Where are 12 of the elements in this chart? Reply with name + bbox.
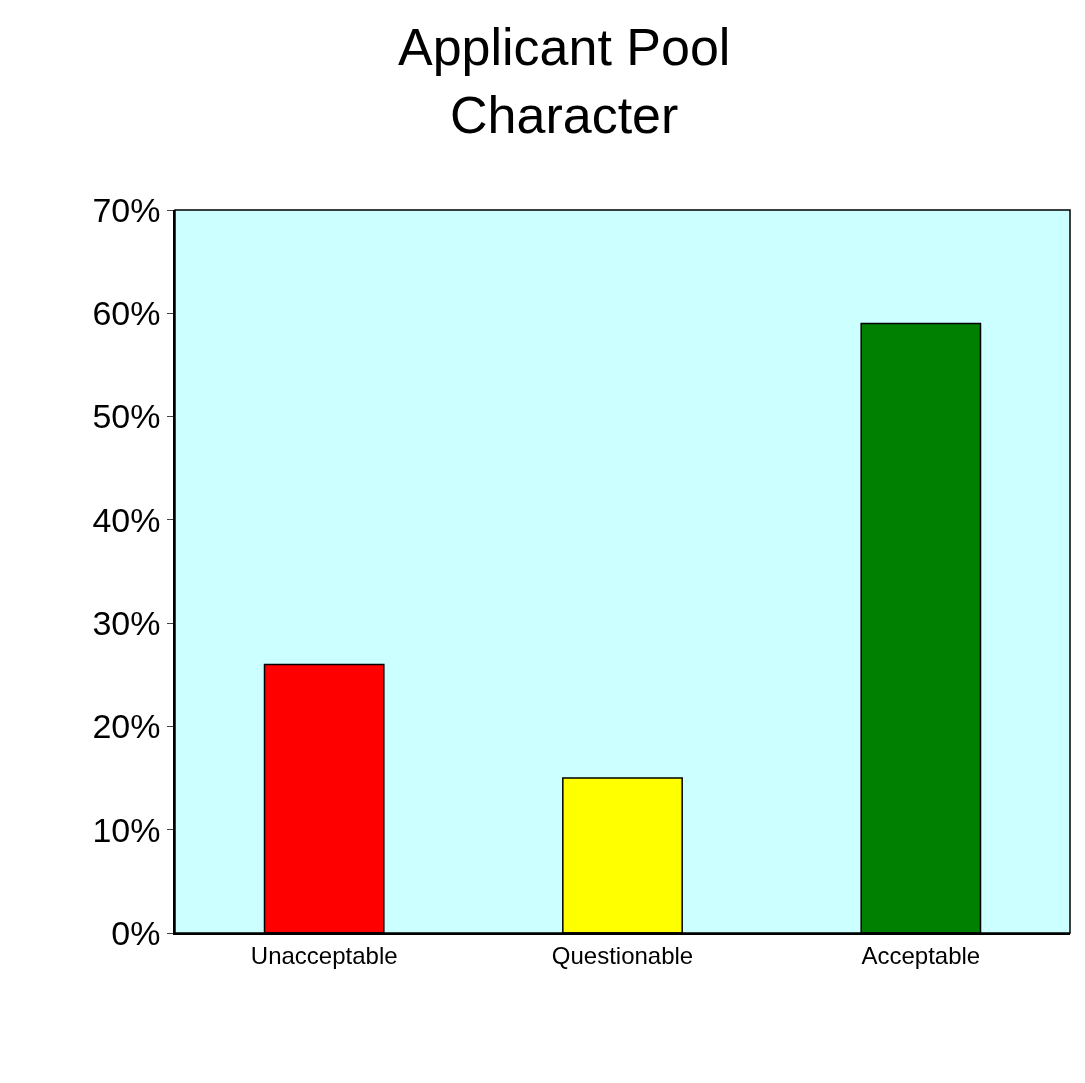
y-tick-label: 10% [92,810,161,849]
x-tick-label: Unacceptable [250,941,398,969]
y-tick-label: 20% [92,707,161,746]
chart-title: Applicant Pool Character [397,17,731,144]
x-tick-label: Questionable [551,941,694,969]
x-tick-label: Acceptable [861,941,981,969]
y-tick-label: 0% [111,913,161,952]
y-tick-label: 40% [92,500,161,539]
y-tick-label: 50% [92,397,161,436]
y-tick-label: 60% [92,294,161,333]
y-tick-label: 30% [92,604,161,643]
y-tick-label: 70% [92,190,161,229]
